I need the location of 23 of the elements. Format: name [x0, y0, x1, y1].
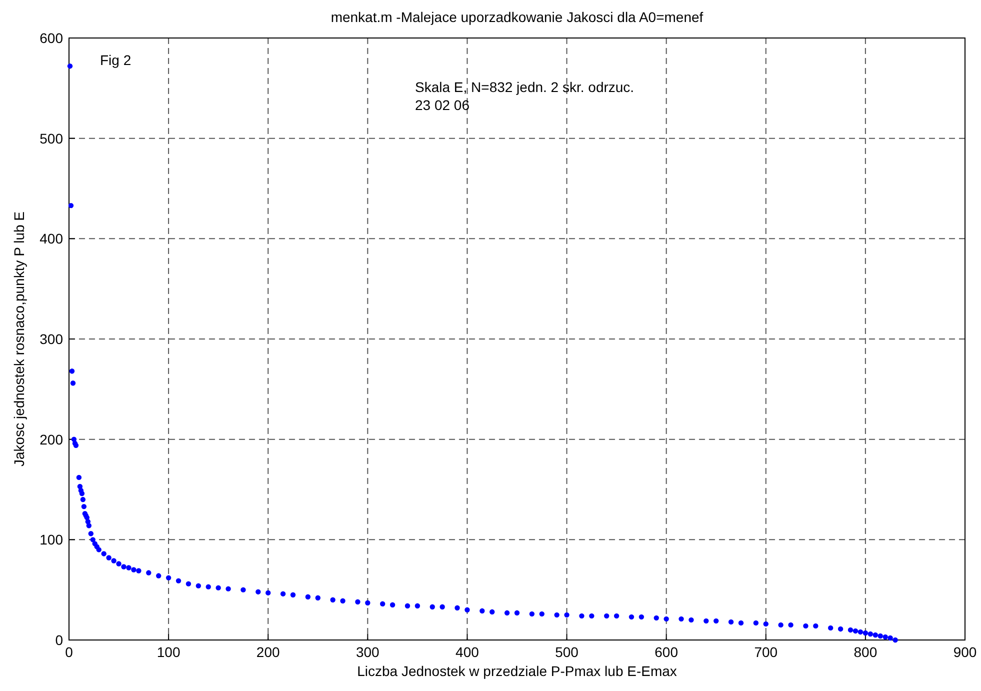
x-tick-label: 0	[65, 644, 74, 660]
annotation: Skala E, N=832 jedn. 2 skr. odrzuc.	[415, 79, 634, 95]
y-tick-label: 100	[40, 532, 64, 548]
y-tick-label: 0	[55, 632, 64, 648]
x-tick-label: 700	[754, 644, 778, 660]
y-axis-title: Jakosc jednostek rosnaco,punkty P lub E	[11, 211, 27, 467]
x-axis-title: Liczba Jednostek w przedziale P-Pmax lub E-Emax	[357, 663, 677, 679]
x-tick-label: 400	[456, 644, 480, 660]
annotation: Fig 2	[100, 52, 132, 68]
x-tick-label: 200	[256, 644, 280, 660]
y-tick-label: 300	[40, 331, 64, 347]
x-tick-label: 100	[156, 644, 180, 660]
chart-title: menkat.m -Malejace uporzadkowanie Jakosci dla A0=menef	[330, 9, 704, 25]
x-tick-label: 500	[555, 644, 579, 660]
x-tick-label: 800	[854, 644, 878, 660]
y-tick-label: 500	[40, 130, 64, 146]
x-tick-label: 600	[654, 644, 678, 660]
y-tick-label: 200	[40, 431, 64, 448]
x-tick-label: 900	[953, 644, 977, 660]
y-tick-label: 600	[40, 30, 64, 46]
x-tick-label: 300	[356, 644, 380, 660]
y-tick-label: 400	[40, 230, 64, 247]
annotation: 23 02 06	[415, 97, 470, 113]
